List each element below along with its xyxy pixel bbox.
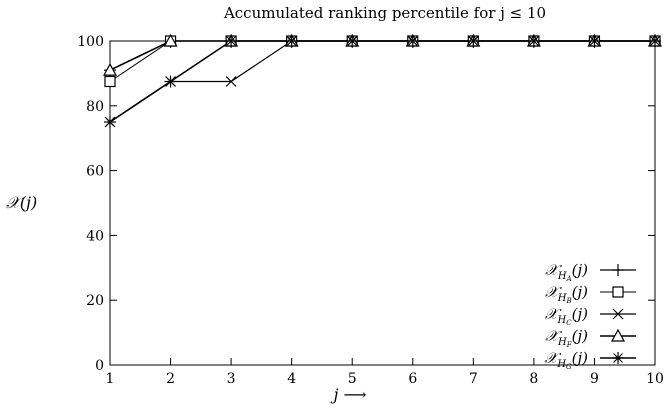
data-point-star: [467, 35, 480, 47]
legend-entry-label: 𝒳HG(j): [544, 349, 588, 371]
x-tick-label: 10: [646, 371, 664, 387]
x-tick-label: 1: [106, 371, 115, 387]
x-tick-label: 9: [590, 371, 599, 387]
series-line-cross: [109, 40, 655, 123]
data-point-star: [104, 116, 116, 128]
data-point-star: [527, 35, 540, 47]
x-axis-label: j ⟶: [331, 385, 367, 404]
y-tick-label: 80: [86, 99, 104, 115]
series-line-plus: [109, 40, 655, 71]
legend-swatch-plus: [612, 264, 624, 276]
y-tick-label: 40: [86, 228, 104, 244]
series-markers: [102, 33, 663, 128]
data-point-star: [225, 35, 238, 47]
legend-entry-label: 𝒳HC(j): [545, 305, 589, 327]
y-tick-label: 60: [86, 164, 104, 180]
legend-entry-label: 𝒳HB(j): [545, 283, 588, 305]
x-tick-label: 3: [227, 371, 236, 387]
series-line-triangle: [109, 40, 655, 71]
data-point-star: [406, 35, 419, 47]
x-tick-label: 2: [166, 371, 175, 387]
chart-title: Accumulated ranking percentile for j ≤ 1…: [223, 4, 546, 22]
x-tick-label: 5: [348, 371, 357, 387]
legend-swatch-triangle: [610, 328, 626, 342]
y-axis-label: 𝒳(j): [6, 193, 37, 212]
legend: 𝒳HA(j)𝒳HB(j)𝒳HC(j)𝒳HF(j)𝒳HG(j): [544, 261, 636, 371]
y-tick-label: 100: [77, 34, 104, 50]
data-point-star: [588, 35, 601, 47]
x-tick-label: 7: [469, 371, 478, 387]
series-lines: [109, 40, 655, 123]
data-point-cross: [225, 76, 237, 87]
data-point-star: [285, 35, 298, 47]
data-point-triangle: [163, 33, 178, 47]
series-line-star: [109, 40, 655, 123]
x-tick-label: 8: [529, 371, 538, 387]
data-point-star: [649, 35, 661, 47]
x-tick-label: 4: [287, 371, 296, 387]
series-line-square: [109, 40, 655, 82]
data-point-star: [164, 75, 177, 88]
legend-swatch-star: [612, 352, 624, 364]
data-point-triangle: [102, 62, 118, 76]
y-tick-label: 20: [86, 293, 104, 309]
legend-swatch-square: [612, 286, 624, 298]
axis-ticks: 0 20 40 60 80 100 1 2 3 4 5 6 7 8 9 10: [77, 34, 664, 387]
data-point-square: [104, 75, 116, 88]
legend-swatch-cross: [612, 308, 624, 320]
x-tick-label: 6: [408, 371, 417, 387]
data-point-star: [346, 35, 359, 47]
legend-entry-label: 𝒳HA(j): [545, 261, 588, 283]
legend-entry-label: 𝒳HF(j): [545, 327, 588, 349]
y-tick-label: 0: [95, 358, 104, 374]
